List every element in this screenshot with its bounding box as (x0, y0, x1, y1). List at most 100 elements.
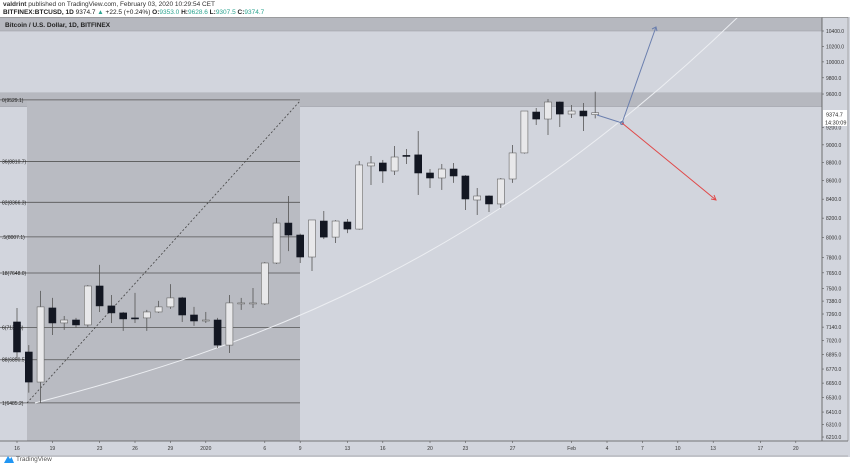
candle-up (591, 112, 600, 115)
candle-down (131, 317, 139, 320)
symbol-label: BITFINEX:BTCUSD, 1D (3, 9, 74, 16)
candle-down (319, 220, 328, 238)
price-tick-label: 9000.0 (826, 143, 842, 149)
blue-arrow-head-icon (651, 26, 658, 32)
candle-down (426, 172, 434, 179)
price-axis[interactable]: 10400.010200.010000.09800.09600.09200.09… (822, 29, 844, 441)
candle-up (331, 220, 340, 238)
candle-up (225, 302, 234, 346)
open-label: O: (152, 9, 160, 16)
time-tick-label: 16 (380, 446, 386, 452)
candle-down (449, 168, 458, 177)
price-tick-label: 7500.0 (826, 286, 842, 292)
fib-level-label: 6(7136.6) (2, 326, 24, 332)
publish-info: valdrint published on TradingView.com, F… (3, 1, 215, 8)
candle-up (544, 101, 552, 120)
price-tick-label: 10200.0 (826, 44, 844, 50)
price-tick-label: 6210.0 (826, 435, 842, 441)
candle-down (402, 155, 411, 157)
close-value: 9374.7 (244, 9, 265, 16)
time-tick-label: 23 (97, 446, 103, 452)
time-tick-label: 27 (510, 446, 516, 452)
candle-down (95, 285, 104, 307)
triangle-up-icon: ▲ (97, 9, 104, 16)
price-tick-label: 6310.0 (826, 422, 842, 428)
candle-down (24, 351, 33, 383)
brand-name: TradingView (16, 456, 52, 463)
fib-level-label: 88(6850.5) (2, 358, 27, 364)
time-axis[interactable]: 16 19 23 26 29 2020 6 9 13 16 20 23 27 Feb 4 7 10 13 17 20 (14, 441, 799, 452)
candle-down (119, 312, 127, 320)
candle-up (496, 178, 505, 205)
price-chart[interactable]: 0(9529.1) 36(8810.7) 82(8366.3) .5(8007.1) 1… (0, 17, 850, 457)
candle-down (190, 314, 198, 322)
open-value: 9353.0 (159, 9, 180, 16)
time-tick-label: 4 (606, 446, 609, 452)
candle-down (213, 319, 222, 346)
fib-level-label: 1(6485.2) (2, 401, 24, 407)
price-tick-label: 8200.0 (826, 216, 842, 222)
time-tick-label: 7 (641, 446, 644, 452)
support-curve[interactable] (34, 17, 740, 404)
candle-up (567, 110, 576, 115)
price-tick-label: 7650.0 (826, 271, 842, 277)
candle-up (355, 164, 364, 230)
price-tick-label: 9600.0 (826, 92, 842, 98)
publish-date: published on TradingView.com, February 0… (28, 1, 215, 8)
candle-down (178, 297, 186, 316)
fib-level-label: .5(8007.1) (2, 235, 25, 241)
candle-up (249, 302, 257, 305)
price-tick-label: 8000.0 (826, 236, 842, 242)
fib-level-label: 18(7648.0) (2, 271, 27, 277)
time-tick-label: 23 (463, 446, 469, 452)
price-change: +22.5 (+0.24%) (105, 9, 151, 16)
price-tick-label: 7380.0 (826, 299, 842, 305)
candle-up (272, 222, 281, 264)
tradingview-logo-icon (4, 456, 14, 463)
candle-up (143, 311, 151, 319)
candle-down (48, 307, 57, 324)
low-label: L: (209, 9, 216, 16)
time-tick-label: 16 (14, 446, 20, 452)
candle-up (60, 319, 69, 324)
price-tick-label: 9800.0 (826, 76, 842, 82)
time-tick-label: 9 (299, 446, 302, 452)
countdown-label: 14:30:09 (825, 121, 846, 127)
candle-down (13, 321, 21, 353)
resistance-band[interactable] (0, 18, 822, 31)
candle-down (343, 221, 352, 230)
candle-down (555, 101, 564, 115)
candle-up (260, 262, 269, 305)
time-tick-label: Feb (567, 446, 576, 452)
candle-down (485, 195, 493, 205)
time-tick-label: 20 (427, 446, 433, 452)
author-name[interactable]: valdrint (3, 1, 27, 8)
candle-up (437, 168, 446, 179)
candle-down (532, 111, 541, 120)
price-tick-label: 6770.0 (826, 367, 842, 373)
candle-down (461, 175, 470, 200)
time-tick-label: 26 (132, 446, 138, 452)
fib-level-label: 36(8810.7) (2, 160, 27, 166)
candle-down (579, 110, 588, 117)
high-label: H: (181, 9, 188, 16)
price-tick-label: 10000.0 (826, 60, 844, 66)
time-tick-label: 17 (758, 446, 764, 452)
fib-range-shade (27, 101, 300, 441)
tradingview-logo[interactable]: TradingView (4, 456, 52, 463)
price-tick-label: 6895.0 (826, 353, 842, 359)
fib-retracement[interactable]: 0(9529.1) 36(8810.7) 82(8366.3) .5(8007.1) 1… (0, 98, 300, 407)
price-tick-label: 7020.0 (826, 338, 842, 344)
last-price-label: 9374.7 (826, 113, 843, 119)
time-tick-label: 13 (345, 446, 351, 452)
red-projection-line[interactable] (621, 122, 717, 201)
projection-drawings[interactable] (596, 26, 717, 201)
price-tick-label: 10400.0 (826, 29, 844, 35)
time-tick-label: 10 (675, 446, 681, 452)
candle-down (107, 305, 116, 314)
price-tick-label: 8800.0 (826, 161, 842, 167)
low-value: 9307.5 (215, 9, 236, 16)
time-tick-label: 19 (50, 446, 56, 452)
candle-up (473, 195, 482, 201)
last-price-marker: 9374.7 14:30:09 (823, 110, 847, 127)
